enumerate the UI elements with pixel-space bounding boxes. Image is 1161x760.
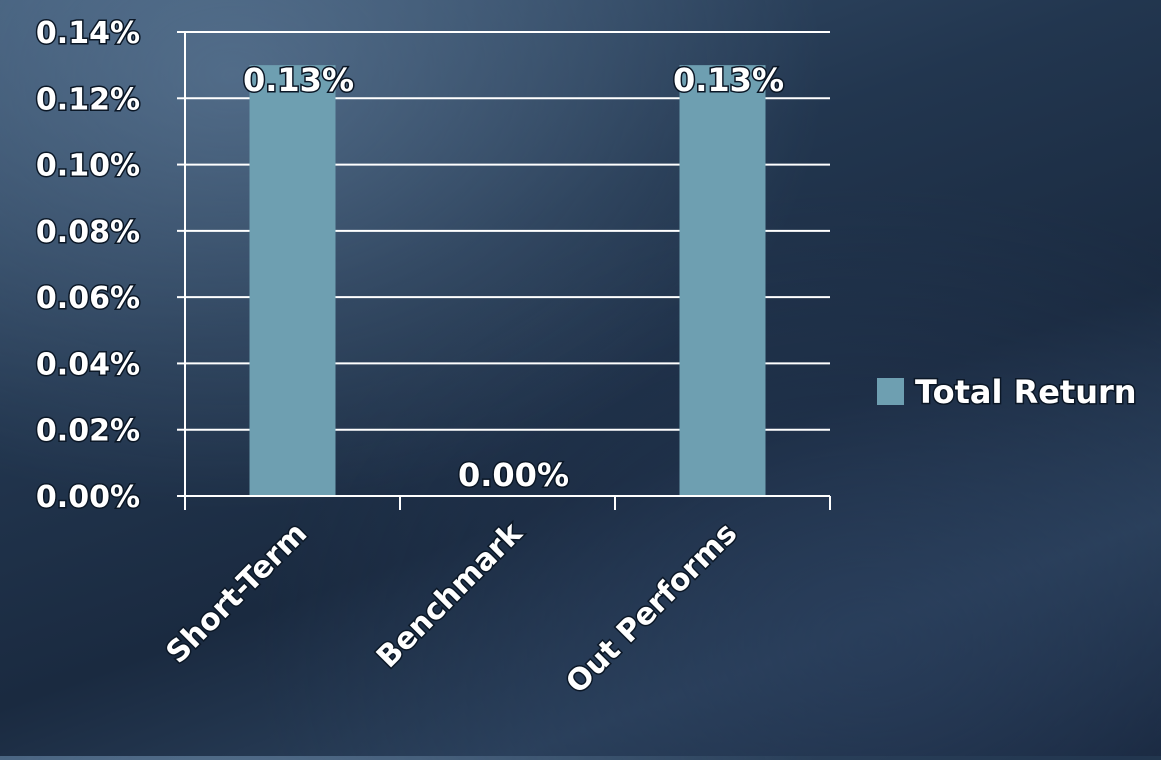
data-label: 0.13% <box>243 61 354 99</box>
y-tick-label: 0.12% <box>36 82 140 117</box>
legend-label: Total Return <box>915 373 1137 411</box>
bar <box>679 65 766 497</box>
x-category-label: Benchmark <box>370 515 530 675</box>
y-tick-label: 0.10% <box>36 149 140 184</box>
x-category-label: Short-Term <box>160 516 315 671</box>
data-label: 0.00% <box>458 456 569 494</box>
x-category-label: Out Performs <box>559 516 744 701</box>
legend-swatch <box>877 378 904 405</box>
bar <box>249 65 336 497</box>
y-tick-label: 0.08% <box>36 215 140 250</box>
data-labels: 0.13% 0.00% 0.13% <box>241 60 785 496</box>
legend: Total Return <box>877 372 1138 413</box>
y-tick-label: 0.06% <box>36 281 140 316</box>
y-tick-label: 0.02% <box>36 414 140 449</box>
y-tick-label: 0.14% <box>36 16 140 51</box>
bars <box>249 65 766 497</box>
data-label: 0.13% <box>673 61 784 99</box>
y-tick-label: 0.00% <box>36 480 140 515</box>
y-tick-label: 0.04% <box>36 347 140 382</box>
